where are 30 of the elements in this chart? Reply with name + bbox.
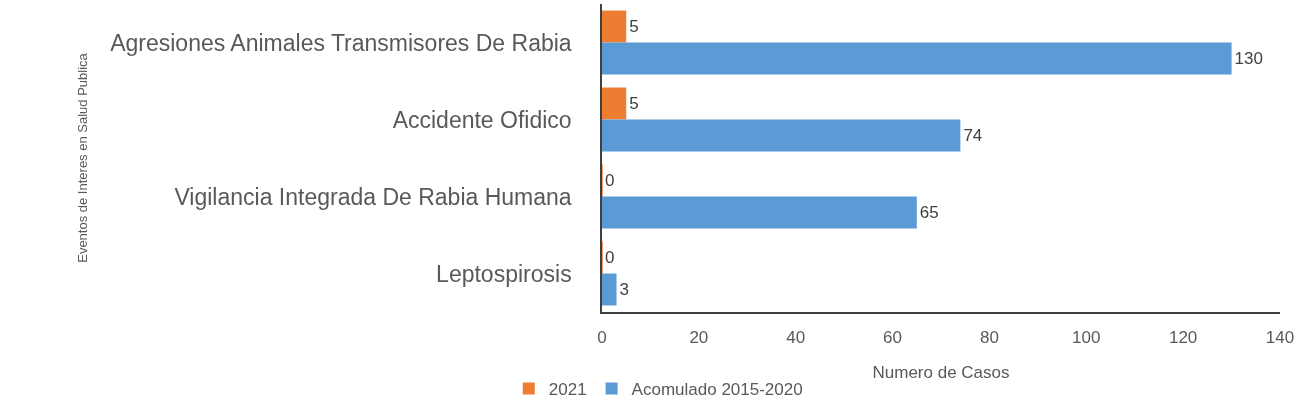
data-label: 5 bbox=[629, 17, 639, 37]
y-tick-label: Leptospirosis bbox=[436, 260, 572, 287]
x-tick-label: 80 bbox=[979, 328, 999, 348]
data-label: 5 bbox=[629, 94, 639, 114]
bar bbox=[602, 273, 617, 306]
y-tick-label: Accidente Ofidico bbox=[392, 106, 572, 133]
x-tick-label: 60 bbox=[883, 328, 903, 348]
bar bbox=[602, 196, 917, 229]
bar bbox=[602, 10, 627, 43]
bar bbox=[602, 87, 627, 120]
y-tick-label: Agresiones Animales Transmisores De Rabia bbox=[110, 29, 572, 56]
data-label: 65 bbox=[919, 202, 939, 222]
x-tick-label: 0 bbox=[597, 328, 607, 348]
legend-label: 2021 bbox=[548, 380, 587, 400]
x-tick-label: 40 bbox=[786, 328, 806, 348]
x-tick-label: 140 bbox=[1265, 328, 1295, 348]
data-label: 0 bbox=[605, 171, 615, 191]
data-label: 3 bbox=[619, 279, 629, 299]
data-label: 130 bbox=[1234, 48, 1263, 68]
y-tick-label: Vigilancia Integrada De Rabia Humana bbox=[174, 183, 572, 210]
data-label: 74 bbox=[963, 125, 983, 145]
bar bbox=[602, 42, 1232, 75]
x-axis-title: Numero de Casos bbox=[872, 363, 1010, 383]
y-axis-title: Eventos de Interes en Salud Publica bbox=[74, 52, 90, 263]
data-label: 0 bbox=[605, 248, 615, 268]
x-tick-label: 120 bbox=[1168, 328, 1198, 348]
x-tick-label: 20 bbox=[689, 328, 709, 348]
bar bbox=[602, 119, 961, 152]
legend-label: Acomulado 2015-2020 bbox=[631, 380, 803, 400]
x-tick-label: 100 bbox=[1072, 328, 1101, 348]
